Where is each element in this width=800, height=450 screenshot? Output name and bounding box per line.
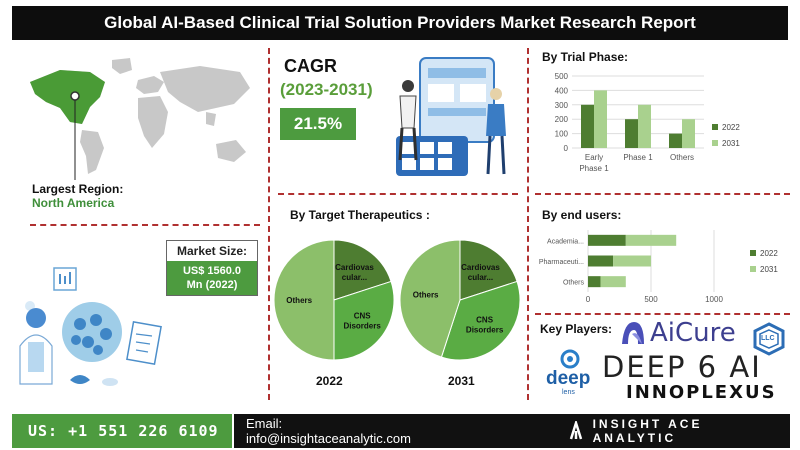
bar-2022 <box>588 276 601 288</box>
legend-swatch <box>712 124 718 130</box>
deep-lens-logo[interactable]: deep <box>546 368 591 389</box>
market-size-value-line2: Mn (2022) <box>186 279 238 291</box>
trial-phase-chart: 0 100 200 300 400 500 Early Phase 1 Phase 1 Other… <box>555 72 741 173</box>
medical-illustration <box>19 267 162 386</box>
research-illustration <box>396 57 506 176</box>
y-tick-label: Academia... <box>547 238 584 245</box>
pie-slice <box>333 280 395 361</box>
x-tick-label: 500 <box>644 295 658 304</box>
footer-phone[interactable]: US: +1 551 226 6109 <box>12 414 232 448</box>
pie-label: CNS <box>354 311 372 320</box>
cagr-period: (2023-2031) <box>280 80 373 99</box>
report-title: Global AI-Based Clinical Trial Solution … <box>12 6 788 40</box>
legend-label: 2031 <box>760 265 778 274</box>
aicure-logo[interactable]: AiCure <box>650 318 736 348</box>
llc-logo[interactable]: LLC <box>761 335 775 342</box>
legend-label: 2022 <box>722 123 740 132</box>
footer-email[interactable]: Email: info@insightaceanalytic.com <box>246 416 411 446</box>
x-tick-label: 0 <box>586 295 591 304</box>
hexagon-icon <box>753 322 785 356</box>
cagr-label: CAGR <box>284 56 337 76</box>
aicure-icon <box>622 322 644 344</box>
divider-right-h1 <box>535 193 790 195</box>
pie-label: Others <box>286 296 312 305</box>
bar-2031 <box>682 119 695 148</box>
innoplexus-logo[interactable]: INNOPLEXUS <box>626 382 777 403</box>
pie-slice <box>273 239 335 361</box>
x-tick-label: Phase 1 <box>579 164 609 173</box>
legend-swatch <box>712 140 718 146</box>
bar-2022 <box>625 119 638 148</box>
x-tick-label: Phase 1 <box>623 153 653 162</box>
pie-slice <box>333 239 392 301</box>
pie-label: cular... <box>342 273 367 282</box>
deep-lens-sub: lens <box>562 389 575 396</box>
market-size-value-line1: US$ 1560.0 <box>182 265 242 277</box>
y-tick-label: Others <box>563 280 585 287</box>
trial-phase-title: By Trial Phase: <box>542 50 629 64</box>
divider-mid-h <box>278 193 518 195</box>
bar-2022 <box>588 234 626 246</box>
bar-2022 <box>581 104 594 148</box>
world-map <box>30 58 250 180</box>
divider-left-h <box>30 224 260 226</box>
market-size-label: Market Size: <box>176 244 248 258</box>
pie-label: Others <box>413 291 439 300</box>
divider-right <box>527 48 529 400</box>
bar-2031 <box>600 276 626 288</box>
legend-swatch <box>750 266 756 272</box>
y-tick-label: 200 <box>555 115 569 124</box>
pie-caption-2031: 2031 <box>448 374 475 388</box>
bar-2031 <box>613 255 651 267</box>
y-tick-label: 0 <box>564 144 569 153</box>
bar-2031 <box>638 104 651 148</box>
pie-caption-2022: 2022 <box>316 374 343 388</box>
cagr-value: 21.5% <box>280 108 356 140</box>
pie-label: CNS <box>476 316 494 325</box>
pie-slice <box>399 239 461 358</box>
y-tick-label: 500 <box>555 72 569 81</box>
market-size-value: US$ 1560.0 Mn (2022) <box>167 261 257 295</box>
y-tick-label: 100 <box>555 130 569 139</box>
legend-label: 2022 <box>760 249 778 258</box>
y-tick-label: 400 <box>555 86 569 95</box>
deep6-logo[interactable]: DEEP 6 AI <box>602 350 762 384</box>
brand-icon <box>569 421 582 440</box>
market-size-box: Market Size: US$ 1560.0 Mn (2022) <box>166 240 258 296</box>
legend-label: 2031 <box>722 139 740 148</box>
y-tick-label: Pharmaceuti... <box>539 259 584 266</box>
divider-left <box>268 48 270 400</box>
key-players-label: Key Players: <box>540 322 613 336</box>
bar-2031 <box>594 90 607 148</box>
pie-label: Cardiovas <box>335 263 374 272</box>
end-users-title: By end users: <box>542 208 622 222</box>
therapeutics-title: By Target Therapeutics : <box>290 208 430 222</box>
pie-slice <box>459 239 518 301</box>
footer-bar: Email: info@insightaceanalytic.com INSIG… <box>234 414 790 448</box>
divider-right-h2 <box>535 313 790 315</box>
x-tick-label: Others <box>670 153 694 162</box>
bar-2022 <box>669 133 682 148</box>
legend-swatch <box>750 250 756 256</box>
pie-label: Disorders <box>466 326 504 335</box>
pie-label: Cardiovas <box>461 263 500 272</box>
bar-2031 <box>625 234 677 246</box>
pie-label: cular... <box>468 273 493 282</box>
pie-slice <box>440 280 521 361</box>
footer-brand: INSIGHT ACE ANALYTIC <box>592 417 703 445</box>
y-tick-label: 300 <box>555 101 569 110</box>
x-tick-label: 1000 <box>705 295 723 304</box>
end-users-chart: 0 500 1000 Academia... Pharmaceuti... Others 2… <box>539 230 778 304</box>
bar-2022 <box>588 255 614 267</box>
pie-label: Disorders <box>343 321 381 330</box>
largest-region-value: North America <box>32 196 115 210</box>
x-tick-label: Early <box>585 153 603 162</box>
largest-region-label: Largest Region: <box>32 182 124 196</box>
deep-lens-icon <box>560 349 580 369</box>
